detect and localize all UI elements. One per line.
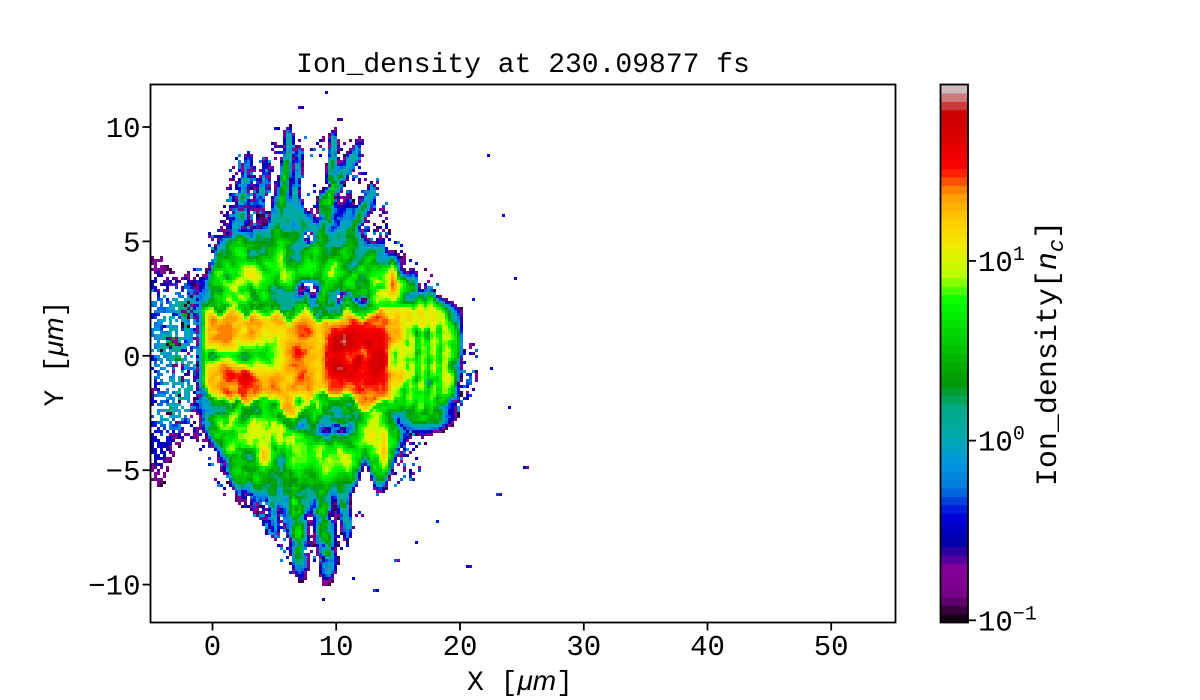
svg-text:−10: −10 — [88, 571, 140, 604]
svg-text:40: 40 — [690, 631, 725, 664]
svg-text:Y [μm]: Y [μm] — [38, 301, 72, 407]
svg-text:30: 30 — [566, 631, 601, 664]
svg-text:X [μm]: X [μm] — [467, 665, 573, 699]
svg-text:0: 0 — [204, 631, 221, 664]
svg-text:0: 0 — [123, 342, 140, 375]
svg-text:Ion_density at 230.09877 fs: Ion_density at 230.09877 fs — [296, 50, 750, 81]
svg-text:50: 50 — [814, 631, 849, 664]
svg-text:10: 10 — [106, 113, 141, 146]
svg-text:Ion_density[nc]: Ion_density[nc] — [1032, 221, 1070, 486]
svg-text:10: 10 — [319, 631, 354, 664]
svg-text:5: 5 — [123, 227, 140, 260]
svg-text:20: 20 — [443, 631, 478, 664]
svg-text:−5: −5 — [106, 456, 141, 489]
